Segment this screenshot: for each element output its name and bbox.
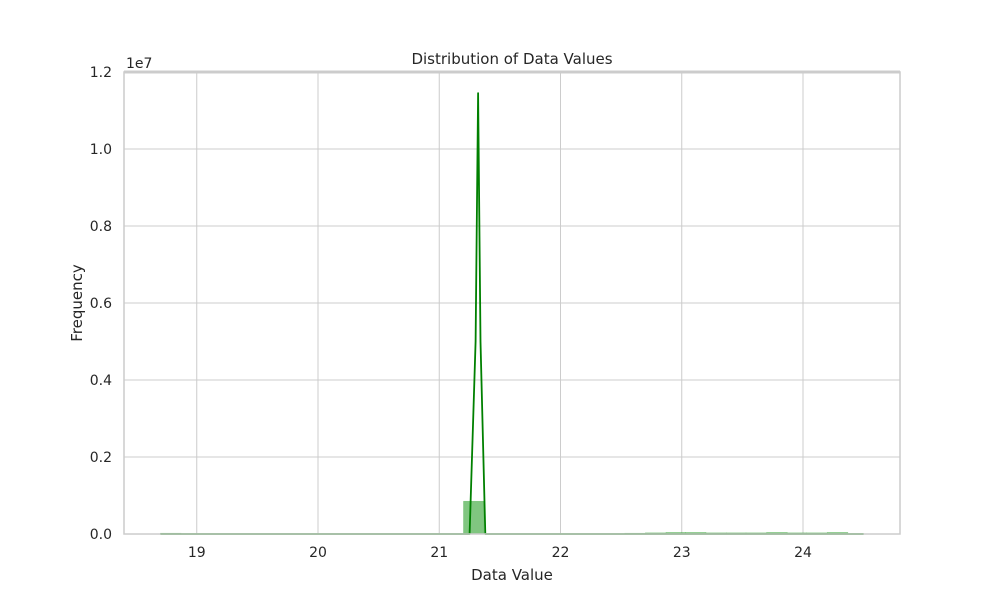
x-tick-label-5: 24 [794, 545, 812, 561]
y-tick-label-5: 1.0 [90, 142, 112, 158]
x-tick-label-2: 21 [430, 545, 448, 561]
x-axis-label: Data Value [471, 566, 553, 584]
histogram-bar-15 [463, 500, 485, 535]
x-tick-label-0: 19 [188, 545, 206, 561]
spines-layer [123, 70, 901, 535]
y-tick-label-4: 0.8 [90, 219, 112, 235]
grid-layer [124, 71, 900, 535]
x-tick-label-3: 22 [552, 545, 570, 561]
y-offset-label: 1e7 [126, 56, 152, 72]
y-tick-label-0: 0.0 [90, 527, 112, 543]
y-axis-label: Frequency [68, 264, 86, 342]
y-tick-label-2: 0.4 [90, 373, 112, 389]
y-tick-labels: 0.0 0.2 0.4 0.6 0.8 1.0 1.2 [90, 65, 112, 543]
x-tick-label-4: 23 [673, 545, 691, 561]
y-tick-label-6: 1.2 [90, 65, 112, 81]
chart-title: Distribution of Data Values [411, 50, 612, 68]
kde-layer [160, 92, 864, 535]
kde-curve [160, 92, 864, 535]
y-tick-label-3: 0.6 [90, 296, 112, 312]
x-tick-labels: 19 20 21 22 23 24 [188, 545, 812, 561]
x-tick-label-1: 20 [309, 545, 327, 561]
y-tick-label-1: 0.2 [90, 450, 112, 466]
bars-layer [160, 500, 849, 535]
